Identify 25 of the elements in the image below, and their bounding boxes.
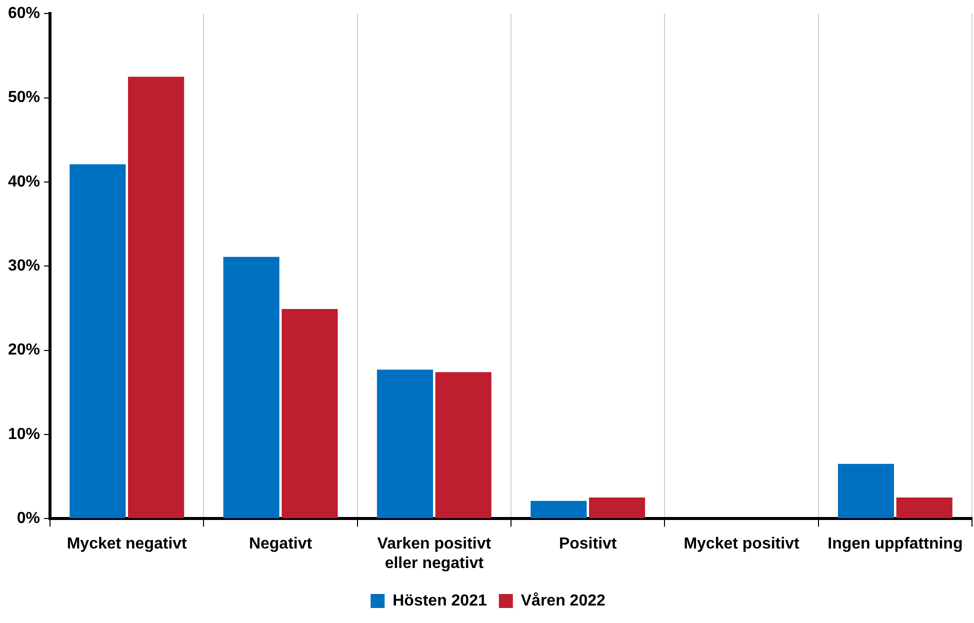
bar (838, 464, 894, 518)
bar (376, 370, 434, 518)
x-tick-label: Varken positivt eller negativt (377, 536, 492, 572)
bar (70, 164, 126, 518)
y-tick-label: 10% (8, 426, 40, 443)
y-tick-label: 40% (8, 173, 40, 190)
x-tick-label: Ingen uppfattning (828, 536, 963, 553)
y-tick-label: 50% (8, 89, 40, 106)
x-tick-label: Negativt (248, 536, 313, 553)
bar (128, 76, 184, 518)
bar (589, 498, 646, 518)
legend-label: Hösten 2021 (392, 592, 487, 610)
y-tick-label: 30% (8, 258, 40, 275)
y-tick-label: 20% (8, 342, 40, 359)
bar (282, 309, 338, 518)
bar (530, 500, 587, 518)
x-tick-label: Positivt (558, 536, 618, 553)
bar (223, 256, 280, 518)
legend-label: Våren 2022 (520, 591, 606, 610)
x-tick-label: Mycket positivt (684, 536, 800, 553)
y-tick-label: 0% (16, 510, 40, 528)
bar (896, 498, 952, 518)
x-tick-label: Mycket negativt (66, 536, 188, 553)
y-tick-label: 60% (8, 5, 40, 22)
bar (435, 372, 492, 518)
